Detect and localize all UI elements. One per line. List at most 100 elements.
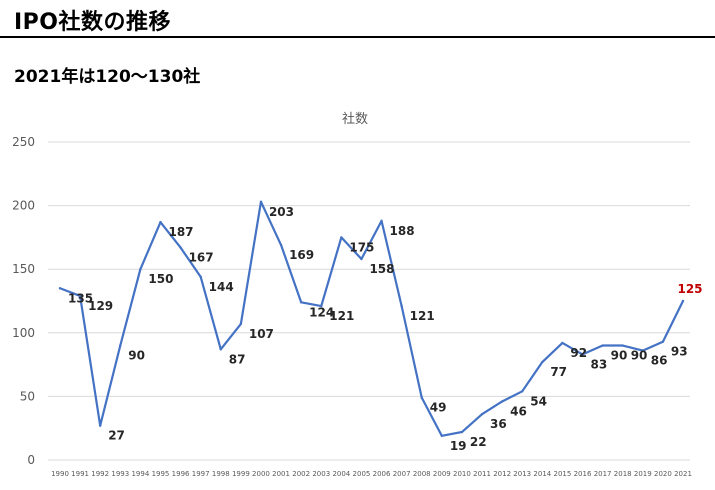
data-label-2012: 46: [510, 404, 527, 418]
data-point-2017: [601, 344, 604, 347]
data-label-2005: 158: [369, 262, 394, 276]
x-tick-label: 1991: [71, 470, 89, 478]
data-label-2019: 86: [651, 354, 668, 368]
x-tick-label: 2008: [413, 470, 431, 478]
x-tick-label: 2019: [634, 470, 652, 478]
data-label-2002: 124: [309, 305, 334, 319]
data-label-1992: 27: [108, 429, 125, 443]
x-tick-label: 1992: [91, 470, 109, 478]
x-tick-label: 2018: [614, 470, 632, 478]
data-point-2019: [641, 349, 645, 352]
data-label-2017: 90: [611, 349, 628, 363]
data-point-2003: [320, 304, 323, 308]
data-point-2021: [681, 299, 685, 303]
x-tick-label: 2017: [594, 470, 612, 478]
data-point-2012: [500, 400, 504, 403]
data-point-1991: [78, 294, 82, 298]
data-label-2001: 169: [289, 248, 314, 262]
data-point-2009: [440, 434, 444, 438]
data-label-2006: 188: [390, 224, 415, 238]
data-label-1993: 90: [128, 349, 145, 363]
data-label-2014: 77: [550, 365, 567, 379]
data-label-1996: 167: [189, 251, 214, 265]
data-point-2015: [561, 341, 564, 345]
x-tick-label: 1990: [51, 470, 69, 478]
data-label-2020: 93: [671, 345, 688, 359]
data-label-1997: 144: [209, 280, 234, 294]
x-tick-label: 2016: [574, 470, 592, 478]
data-point-2008: [420, 396, 423, 399]
x-tick-label: 2007: [393, 470, 411, 478]
data-point-2002: [299, 301, 303, 304]
data-label-2000: 203: [269, 205, 294, 219]
data-label-2011: 36: [490, 417, 507, 431]
data-label-1991: 129: [88, 299, 113, 313]
x-tick-label: 2011: [473, 470, 491, 478]
data-point-1992: [98, 424, 102, 427]
data-point-1996: [179, 246, 182, 249]
data-point-2004: [340, 236, 343, 239]
data-label-2021: 125: [677, 282, 702, 296]
page-subtitle: 2021年は120〜130社: [14, 67, 201, 87]
data-label-1995: 187: [168, 225, 193, 239]
data-point-1998: [219, 348, 222, 351]
y-tick-label: 0: [27, 453, 35, 467]
data-label-2010: 22: [470, 435, 487, 449]
x-tick-label: 2020: [654, 470, 672, 478]
x-tick-label: 2006: [373, 470, 391, 478]
data-label-1994: 150: [148, 272, 173, 286]
data-point-1993: [119, 344, 122, 347]
x-tick-label: 1999: [232, 470, 250, 478]
data-point-2000: [259, 200, 263, 203]
data-point-2011: [480, 413, 484, 416]
x-tick-label: 2010: [453, 470, 471, 478]
x-tick-label: 2015: [554, 470, 572, 478]
data-label-1990: 135: [68, 291, 93, 305]
x-tick-label: 2002: [292, 470, 310, 478]
x-tick-label: 2013: [513, 470, 531, 478]
data-point-2014: [541, 360, 544, 364]
chart-title: 社数: [342, 111, 368, 127]
y-tick-label: 50: [20, 389, 35, 403]
y-tick-label: 250: [12, 135, 35, 149]
x-tick-label: 2003: [312, 470, 330, 478]
data-point-1999: [239, 322, 243, 326]
data-label-2008: 49: [430, 401, 447, 415]
data-point-2007: [400, 304, 403, 308]
y-tick-label: 200: [12, 199, 35, 213]
x-tick-label: 2001: [272, 470, 290, 478]
data-point-2006: [380, 219, 383, 223]
x-tick-label: 2012: [493, 470, 511, 478]
data-point-2020: [661, 340, 665, 343]
data-label-2015: 92: [570, 346, 587, 360]
x-tick-label: 2021: [674, 470, 692, 478]
x-tick-label: 2000: [252, 470, 270, 478]
data-point-2018: [621, 344, 624, 347]
x-tick-label: 2009: [433, 470, 451, 478]
page-title: IPO社数の推移: [14, 10, 172, 35]
data-point-1994: [139, 268, 142, 271]
x-tick-label: 2004: [332, 470, 350, 478]
data-label-1999: 107: [249, 327, 274, 341]
data-label-2003: 121: [329, 309, 354, 323]
title-divider: [0, 36, 715, 38]
x-tick-label: 1993: [111, 470, 129, 478]
data-label-2016: 83: [591, 357, 608, 371]
x-tick-label: 1997: [192, 470, 210, 478]
data-point-2013: [521, 390, 524, 393]
data-point-1997: [199, 275, 202, 279]
series-line-ipo-count: [58, 200, 685, 437]
data-label-1998: 87: [229, 352, 246, 366]
x-tick-label: 1996: [172, 470, 190, 478]
data-label-2013: 54: [530, 394, 547, 408]
data-label-2004: 175: [349, 240, 374, 254]
x-tick-label: 2005: [353, 470, 371, 478]
y-tick-label: 150: [12, 262, 35, 276]
data-point-2016: [581, 353, 584, 356]
x-tick-label: 1995: [152, 470, 170, 478]
data-label-2009: 19: [450, 439, 467, 453]
data-point-2001: [279, 243, 283, 247]
data-point-2010: [460, 430, 464, 434]
data-point-2005: [360, 257, 363, 261]
